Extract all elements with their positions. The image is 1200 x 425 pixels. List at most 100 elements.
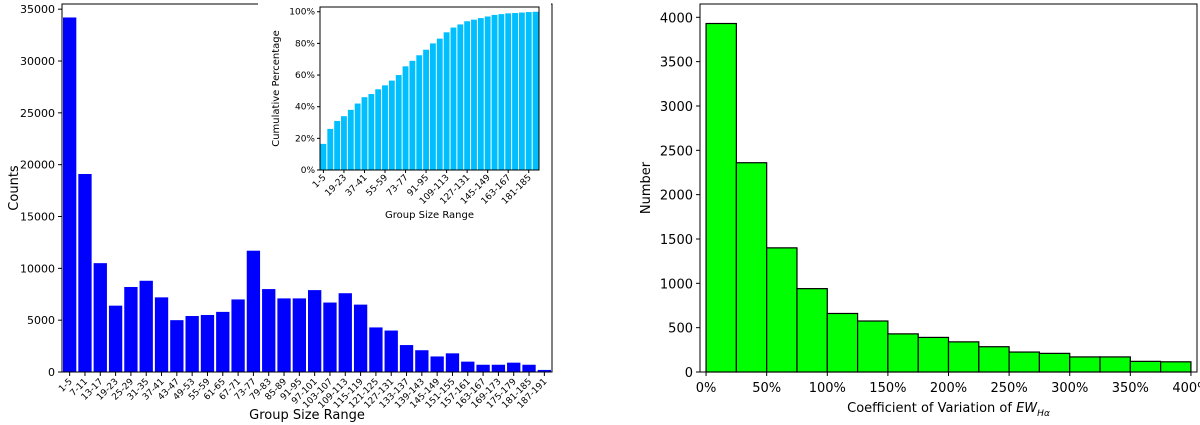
x-tick-label: 300% [1051,381,1088,396]
bar [450,27,457,170]
bar [384,330,398,372]
y-tick-label: 30000 [20,55,55,68]
bar [1160,361,1192,373]
bar [856,320,889,373]
y-tick-label: 0% [301,166,316,176]
y-axis-label: Cumulative Percentage [271,30,282,147]
bar [63,17,77,373]
bar [334,120,341,170]
y-tick-label: 80% [295,39,315,49]
y-axis-label: Number [639,161,654,214]
bar [518,12,525,171]
bar [476,364,490,372]
bar [735,162,768,373]
y-tick-label: 0 [685,366,693,381]
bar [491,364,506,372]
x-tick-label: 250% [991,381,1028,396]
bar [947,341,980,373]
cumulative-inset-chart: 0%20%40%60%80%100%1-519-2337-4155-5973-7… [258,2,551,230]
y-tick-label: 0 [48,366,55,379]
y-tick-label: 2500 [660,144,693,159]
bar [415,350,429,372]
bar [491,14,498,170]
bar [477,18,484,171]
y-tick-label: 3000 [660,100,693,115]
y-tick-label: 4000 [660,11,693,26]
bar [484,16,491,170]
bar [353,304,368,372]
y-tick-label: 20000 [20,159,55,172]
y-axis-label: Counts [7,165,22,211]
bar [457,24,464,171]
bar [1069,356,1101,373]
bar [369,327,383,372]
counts-chart: 050001000015000200002500030000350001-57-… [7,3,553,423]
bar [887,333,919,373]
bar [430,356,444,372]
y-tick-label: 25000 [20,107,55,120]
bar [537,369,551,372]
bar [354,103,361,170]
bar [1008,351,1041,373]
bar [1129,360,1162,373]
y-tick-label: 40% [295,103,315,113]
bar [170,320,184,372]
bar [471,19,477,171]
bar [395,75,402,170]
bar [216,311,230,372]
y-tick-label: 3500 [660,56,693,71]
bar [399,345,414,372]
bar [78,174,92,372]
bar [443,32,450,170]
bar [464,21,471,170]
bar [277,298,291,372]
bar [341,116,347,170]
y-tick-label: 1500 [660,233,693,248]
bar [323,302,337,372]
bar [507,362,521,372]
bar [375,89,382,170]
bar [388,80,395,170]
x-axis-label: Group Size Range [249,408,365,423]
x-axis-label: Group Size Range [385,210,474,221]
bar [522,364,536,372]
plot-frame [319,6,540,171]
y-tick-label: 500 [668,322,693,337]
bar [108,305,123,372]
bar [292,298,306,372]
bar [231,299,245,372]
bar [498,14,505,171]
y-tick-label: 5000 [27,314,55,327]
bar [368,94,375,170]
y-tick-label: 1000 [660,277,693,292]
bar [430,43,436,171]
bar [461,361,475,372]
bar [705,22,737,373]
bar [436,38,443,171]
bar [826,312,859,373]
bar [338,293,352,372]
bar [185,316,199,372]
bar [246,250,261,372]
bar [796,288,828,373]
bar [139,280,153,372]
bar [1099,356,1131,373]
bar [93,263,107,372]
bar [512,13,518,170]
bar [1038,352,1071,373]
x-tick-label: 200% [930,381,967,396]
x-tick-label: 50% [752,381,781,396]
x-axis-label: Coefficient of Variation of EWHα [847,401,1050,419]
x-tick-label: 400% [1172,381,1200,396]
bar [525,12,532,171]
bar [262,289,276,372]
bar [409,60,416,170]
bar [382,85,388,170]
y-tick-label: 2000 [660,189,693,204]
x-tick-label: 150% [869,381,906,396]
bar [124,286,138,372]
bar [320,143,327,170]
bar [917,336,950,373]
y-tick-label: 20% [295,134,315,144]
